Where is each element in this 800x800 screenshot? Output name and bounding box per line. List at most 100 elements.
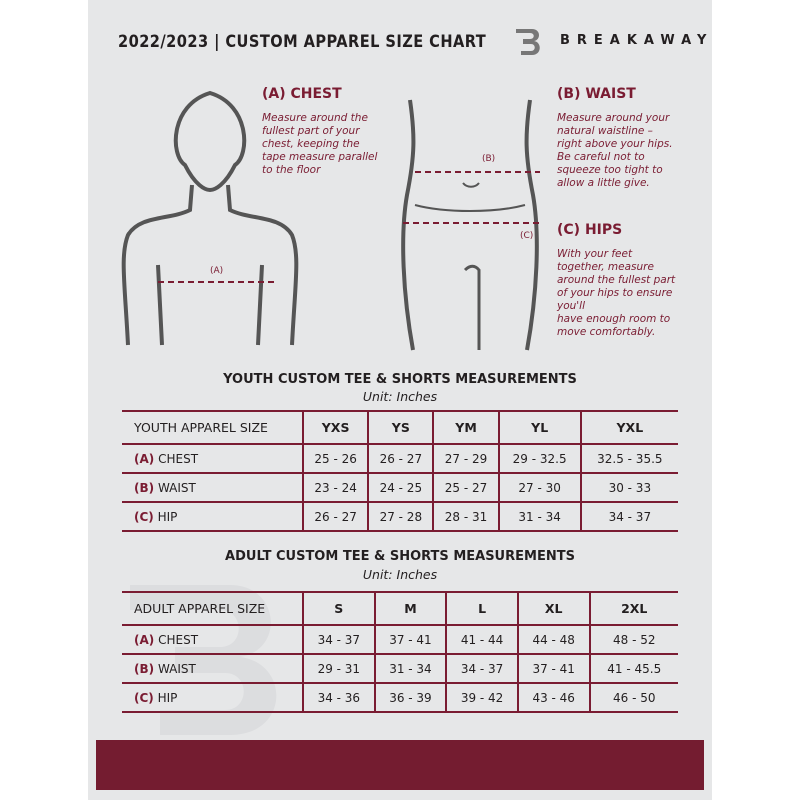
desc-line: Be careful not to [557,151,645,163]
adult-table-title: ADULT CUSTOM TEE & SHORTS MEASUREMENTS [225,549,575,564]
brand-name: BREAKAWAY [560,33,714,48]
size-value: 26 - 27 [301,501,369,532]
size-label-header: ADULT APPAREL SIZE [122,591,303,626]
table-row: (A) CHEST 34 - 37 37 - 41 41 - 44 44 - 48 48 … [122,624,678,655]
desc-line: fullest part of your [262,125,360,137]
table-row: (A) CHEST 25 - 26 26 - 27 27 - 29 29 - 32.5 3… [122,443,678,474]
hips-description: With your feet together, measure around th… [557,248,675,339]
size-value: 43 - 46 [516,682,590,713]
desc-line: of your hips to ensure [557,287,673,299]
header-row: ADULT APPAREL SIZE S M L XL 2XL [122,591,678,626]
size-value: 44 - 48 [516,624,590,655]
size-header: L [445,591,518,626]
size-header: M [373,591,447,626]
size-value: 28 - 31 [432,501,499,532]
table-row: (B) WAIST 23 - 24 24 - 25 25 - 27 27 - 30 30 … [122,472,678,503]
waist-marker: (B) [482,154,496,164]
chest-description: Measure around the fullest part of your ch… [262,112,377,177]
upper-body-illustration-icon [121,90,299,346]
measure-label: (B) WAIST [122,653,303,684]
size-value: 34 - 37 [445,653,518,684]
desc-line: together, measure [557,261,654,273]
desc-line: Measure around the [262,112,368,124]
size-value: 34 - 37 [302,624,375,655]
measure-name: WAIST [157,480,196,495]
size-value: 48 - 52 [588,624,678,655]
size-value: 25 - 27 [432,472,499,503]
size-header: YXS [301,410,369,445]
hips-heading: (C) HIPS [557,222,623,238]
measure-name: CHEST [158,632,199,647]
size-value: 46 - 50 [588,682,678,713]
measure-letter: (B) [134,661,155,676]
size-value: 37 - 41 [516,653,590,684]
adult-unit: Unit: Inches [362,567,438,582]
size-value: 34 - 37 [579,501,678,532]
size-value: 24 - 25 [367,472,434,503]
waist-description: Measure around your natural waistline – ri… [557,112,673,190]
measure-name: CHEST [158,451,199,466]
desc-line: With your feet [557,248,633,260]
desc-line: allow a little give. [557,177,650,189]
size-value: 30 - 33 [579,472,678,503]
size-value: 39 - 42 [445,682,518,713]
size-value: 29 - 31 [302,653,375,684]
desc-line: have enough room to [557,313,671,325]
chest-marker: (A) [210,266,224,276]
measure-label: (C) HIP [122,501,303,532]
size-value: 25 - 26 [301,443,369,474]
size-value: 23 - 24 [301,472,369,503]
desc-line: squeeze too tight to [557,164,663,176]
desc-line: tape measure parallel [262,151,378,163]
measure-label: (A) CHEST [122,443,303,474]
table-row: (C) HIP 34 - 36 36 - 39 39 - 42 43 - 46 46 - … [122,682,678,713]
measure-name: HIP [157,690,178,705]
desc-line: you'll [557,300,586,312]
size-value: 26 - 27 [367,443,434,474]
size-header: XL [516,591,590,626]
size-value: 41 - 44 [445,624,518,655]
youth-unit: Unit: Inches [362,389,438,404]
table-row: (B) WAIST 29 - 31 31 - 34 34 - 37 37 - 41 41 … [122,653,678,684]
size-header: YS [367,410,434,445]
measure-label: (C) HIP [122,682,303,713]
adult-size-table: ADULT APPAREL SIZE S M L XL 2XL (A) CHEST 34 - … [122,591,678,713]
size-header: YM [432,410,499,445]
chest-heading: (A) CHEST [262,86,342,102]
size-value: 34 - 36 [302,682,375,713]
size-value: 27 - 29 [432,443,499,474]
size-label-header: YOUTH APPAREL SIZE [122,410,303,445]
size-value: 31 - 34 [373,653,447,684]
table-row: (C) HIP 26 - 27 27 - 28 28 - 31 31 - 34 34 - … [122,501,678,532]
page-title: 2022/2023 | CUSTOM APPAREL SIZE CHART [118,32,487,52]
desc-line: around the fullest part [557,274,676,286]
size-header: YXL [579,410,678,445]
measure-letter: (A) [134,632,155,647]
measure-name: WAIST [157,661,196,676]
size-value: 27 - 30 [497,472,581,503]
size-header: 2XL [588,591,678,626]
size-header: YL [497,410,581,445]
youth-table-title: YOUTH CUSTOM TEE & SHORTS MEASUREMENTS [223,372,577,387]
desc-line: right above your hips. [557,138,673,150]
measure-letter: (C) [134,690,154,705]
size-value: 32.5 - 35.5 [579,443,678,474]
desc-line: move comfortably. [557,326,656,338]
measure-letter: (A) [134,451,155,466]
size-value: 31 - 34 [497,501,581,532]
desc-line: natural waistline – [557,125,653,137]
measure-name: HIP [157,509,178,524]
size-header: S [302,591,375,626]
footer-band [96,740,704,790]
size-value: 37 - 41 [373,624,447,655]
measure-label: (A) CHEST [122,624,303,655]
desc-line: Measure around your [557,112,670,124]
breakaway-logo-icon [516,29,540,55]
size-value: 36 - 39 [373,682,447,713]
header-row: YOUTH APPAREL SIZE YXS YS YM YL YXL [122,410,678,445]
measure-label: (B) WAIST [122,472,303,503]
desc-line: chest, keeping the [262,138,360,150]
measure-letter: (C) [134,509,154,524]
size-value: 29 - 32.5 [497,443,581,474]
waist-heading: (B) WAIST [557,86,636,102]
